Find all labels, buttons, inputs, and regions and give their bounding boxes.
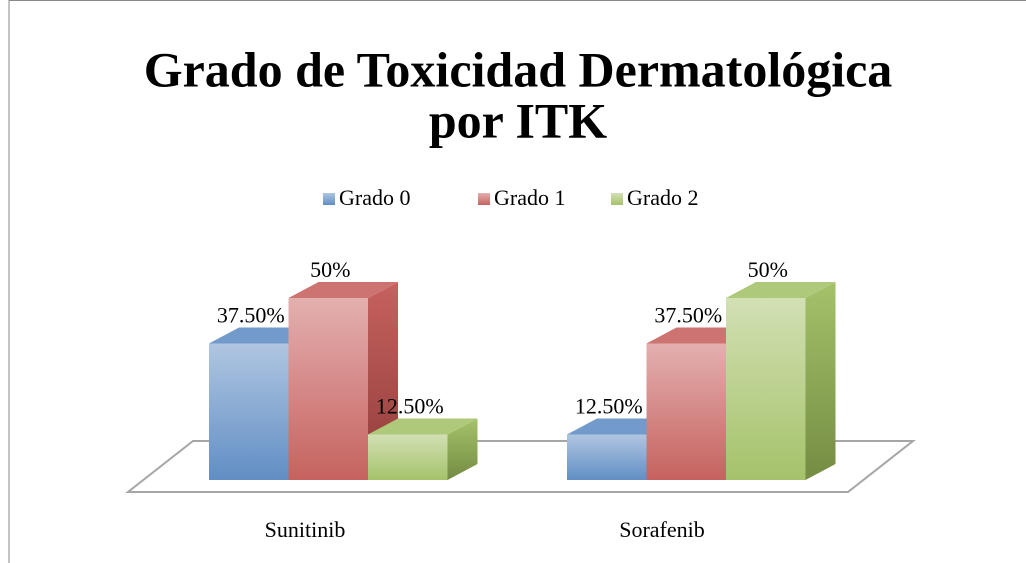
- data-label: 50%: [310, 257, 350, 282]
- legend-swatch: [478, 193, 490, 205]
- bar: [209, 343, 289, 480]
- chart-title: Grado de Toxicidad Dermatológica: [144, 41, 893, 97]
- bar-side: [805, 282, 836, 480]
- legend-label: Grado 0: [339, 185, 410, 210]
- legend-label: Grado 1: [494, 185, 565, 210]
- bar: [726, 298, 806, 480]
- bar: [567, 434, 647, 480]
- bar-top: [288, 282, 398, 298]
- bar-side: [447, 418, 478, 480]
- bar-top: [368, 418, 478, 435]
- data-label: 37.50%: [654, 303, 722, 328]
- data-label: 12.50%: [575, 394, 643, 419]
- bar: [368, 434, 448, 480]
- data-label: 12.50%: [376, 394, 444, 419]
- legend-swatch: [611, 193, 623, 205]
- x-tick-label: Sunitinib: [265, 517, 346, 542]
- bar-top: [726, 282, 836, 298]
- bar: [646, 343, 726, 480]
- legend-label: Grado 2: [627, 185, 698, 210]
- data-label: 37.50%: [217, 303, 285, 328]
- legend-swatch: [323, 193, 335, 205]
- data-label: 50%: [748, 257, 788, 282]
- chart-title: por ITK: [429, 92, 607, 148]
- bar: [288, 298, 368, 480]
- x-tick-label: Sorafenib: [619, 517, 705, 542]
